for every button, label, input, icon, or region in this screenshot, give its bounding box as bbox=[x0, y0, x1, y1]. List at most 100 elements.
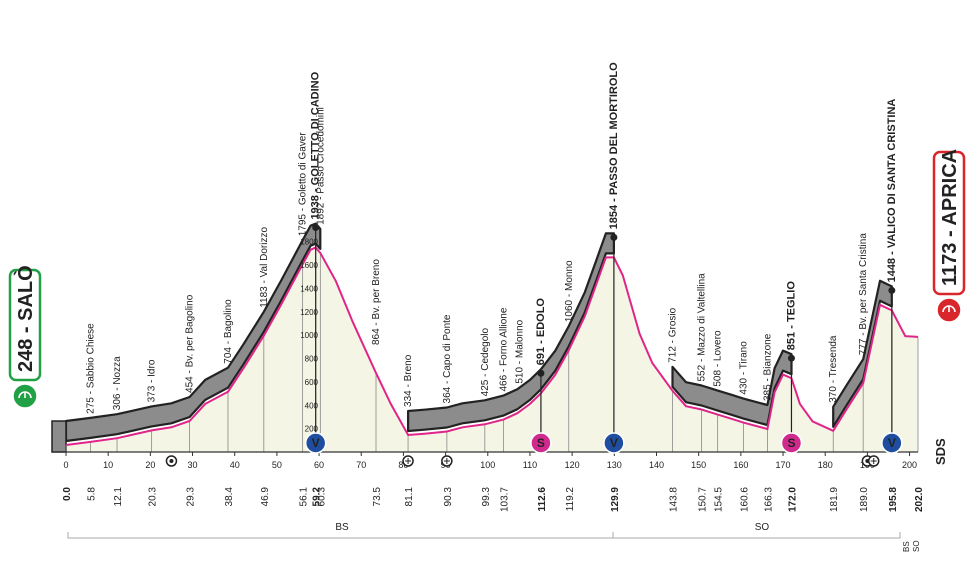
place-label-24: 370 - Tresenda bbox=[828, 335, 839, 403]
place-label-text: 1892 - Passo Crocedomini bbox=[315, 107, 326, 225]
distance-label-26: 195.8 bbox=[888, 487, 899, 512]
region-label-so: SO bbox=[755, 522, 770, 533]
distance-label-1: 5.8 bbox=[86, 487, 97, 501]
grid-icon-cross-1 bbox=[405, 458, 412, 464]
grid-icon-cross-4 bbox=[870, 458, 877, 464]
sprint-marker-label-1: S bbox=[787, 436, 795, 450]
place-label-text: 454 - Bv. per Bagolino bbox=[185, 294, 196, 393]
distance-label-16: 119.2 bbox=[565, 487, 576, 512]
sprint-marker-label-0: S bbox=[537, 436, 545, 450]
place-label-text: 275 - Sabbio Chiese bbox=[85, 323, 96, 414]
place-label-4: 704 - Bagolino bbox=[223, 299, 234, 364]
place-label-20: 508 - Lovero bbox=[713, 330, 724, 387]
distance-label-20: 154.5 bbox=[714, 487, 725, 512]
distance-label-7: 56.1 bbox=[299, 487, 310, 507]
x-tick-label-10: 100 bbox=[480, 460, 495, 470]
finish-badge-text: 1173 - APRICA bbox=[939, 149, 961, 286]
place-label-1: 306 - Nozza bbox=[112, 356, 123, 410]
x-tick-label-16: 160 bbox=[733, 460, 748, 470]
place-label-18: 712 - Grosio bbox=[668, 307, 679, 362]
region-label-bs: BS bbox=[335, 522, 349, 533]
distance-label-17: 129.9 bbox=[610, 487, 621, 512]
place-label-3: 454 - Bv. per Bagolino bbox=[185, 294, 196, 393]
x-tick-label-13: 130 bbox=[607, 460, 622, 470]
distance-label-12: 90.3 bbox=[443, 487, 454, 507]
finish-badge: 1173 - APRICA bbox=[932, 149, 966, 323]
place-label-12: 425 - Cedegolo bbox=[480, 328, 491, 397]
place-label-text: 691 - EDOLO bbox=[535, 298, 547, 366]
region-bracket-bs bbox=[67, 532, 614, 539]
distance-label-6: 46.9 bbox=[260, 487, 271, 507]
x-tick-label-2: 20 bbox=[145, 460, 155, 470]
summit-dot bbox=[610, 233, 618, 241]
finish-badge-icon-glyph bbox=[942, 305, 956, 313]
distance-label-22: 166.3 bbox=[763, 487, 774, 512]
place-label-text: 704 - Bagolino bbox=[223, 299, 234, 364]
y-tick-label-0: 200 bbox=[305, 425, 319, 434]
y-tick-label-4: 1000 bbox=[300, 331, 318, 340]
place-label-text: 370 - Tresenda bbox=[828, 335, 839, 403]
place-label-text: 1938 - GOLETTO DI CADINO bbox=[310, 71, 322, 219]
place-label-26: 1448 - VALICO DI SANTA CRISTINA bbox=[886, 99, 898, 294]
place-label-0: 275 - Sabbio Chiese bbox=[85, 323, 96, 414]
x-tick-label-7: 70 bbox=[356, 460, 366, 470]
place-label-text: 777 - Bv. per Santa Cristina bbox=[858, 233, 869, 356]
place-label-text: 1060 - Monno bbox=[564, 260, 575, 322]
place-label-8: 1892 - Passo Crocedomini bbox=[315, 107, 326, 225]
distance-label-21: 160.6 bbox=[739, 487, 750, 512]
summit-dot bbox=[787, 354, 795, 362]
place-label-15: 691 - EDOLO bbox=[535, 298, 547, 377]
start-badge-text: 248 - SALÒ bbox=[13, 265, 37, 372]
place-label-2: 373 - Idro bbox=[147, 359, 158, 402]
profile-line bbox=[65, 246, 919, 446]
summit-dot bbox=[537, 369, 545, 377]
target-icon-dot-0 bbox=[169, 459, 174, 463]
x-tick-label-8: 80 bbox=[398, 460, 408, 470]
place-label-text: 430 - Tirano bbox=[738, 341, 749, 395]
place-label-text: 508 - Lovero bbox=[713, 330, 724, 387]
distance-label-9: 60.3 bbox=[316, 487, 327, 507]
place-label-9: 864 - Bv. per Breno bbox=[371, 259, 382, 345]
y-tick-label-8: 1800 bbox=[300, 238, 318, 247]
place-label-14: 510 - Malonno bbox=[514, 319, 525, 383]
x-tick-label-17: 170 bbox=[776, 460, 791, 470]
place-label-text: 712 - Grosio bbox=[668, 307, 679, 362]
place-label-text: 1183 - Val Dorizzo bbox=[259, 227, 270, 308]
x-tick-label-12: 120 bbox=[565, 460, 580, 470]
gpm-marker-label-1: V bbox=[610, 436, 618, 450]
start-block bbox=[51, 420, 67, 453]
distance-label-27: 202.0 bbox=[914, 487, 925, 512]
place-label-17: 1854 - PASSO DEL MORTIROLO bbox=[608, 62, 620, 241]
end-mark-so: SO bbox=[912, 540, 921, 552]
y-tick-label-5: 1200 bbox=[300, 308, 318, 317]
place-label-text: 373 - Idro bbox=[147, 359, 158, 402]
place-label-text: 364 - Capo di Ponte bbox=[442, 314, 453, 403]
gpm-marker-0 bbox=[304, 432, 327, 454]
place-label-text: 425 - Cedegolo bbox=[480, 328, 491, 397]
y-tick-label-7: 1600 bbox=[300, 261, 318, 270]
gpm-marker-label-2: V bbox=[888, 436, 896, 450]
distance-label-11: 81.1 bbox=[404, 487, 415, 507]
summit-dot bbox=[888, 286, 896, 294]
place-label-text: 1854 - PASSO DEL MORTIROLO bbox=[608, 62, 620, 230]
y-tick-label-3: 800 bbox=[305, 355, 319, 364]
x-tick-label-20: 200 bbox=[902, 460, 917, 470]
x-tick-label-11: 110 bbox=[523, 460, 537, 470]
summit-dot bbox=[312, 224, 320, 232]
distance-label-25: 189.0 bbox=[859, 487, 870, 512]
distance-label-0: 0.0 bbox=[62, 487, 73, 501]
place-label-25: 777 - Bv. per Santa Cristina bbox=[858, 233, 869, 356]
distance-label-8: 59.2 bbox=[312, 487, 323, 507]
end-mark-bs: BS bbox=[902, 541, 911, 552]
y-tick-label-2: 600 bbox=[305, 378, 319, 387]
place-label-22: 385 - Bianzone bbox=[762, 333, 773, 401]
grid-icon-cross-2 bbox=[443, 458, 450, 464]
y-tick-label-1: 400 bbox=[305, 401, 319, 410]
x-tick-label-14: 140 bbox=[649, 460, 664, 470]
distance-label-13: 99.3 bbox=[481, 487, 492, 507]
profile-fill bbox=[66, 247, 918, 452]
distance-label-3: 20.3 bbox=[148, 487, 159, 507]
distance-label-23: 172.0 bbox=[787, 487, 798, 512]
place-label-7: 1938 - GOLETTO DI CADINO bbox=[310, 71, 322, 232]
